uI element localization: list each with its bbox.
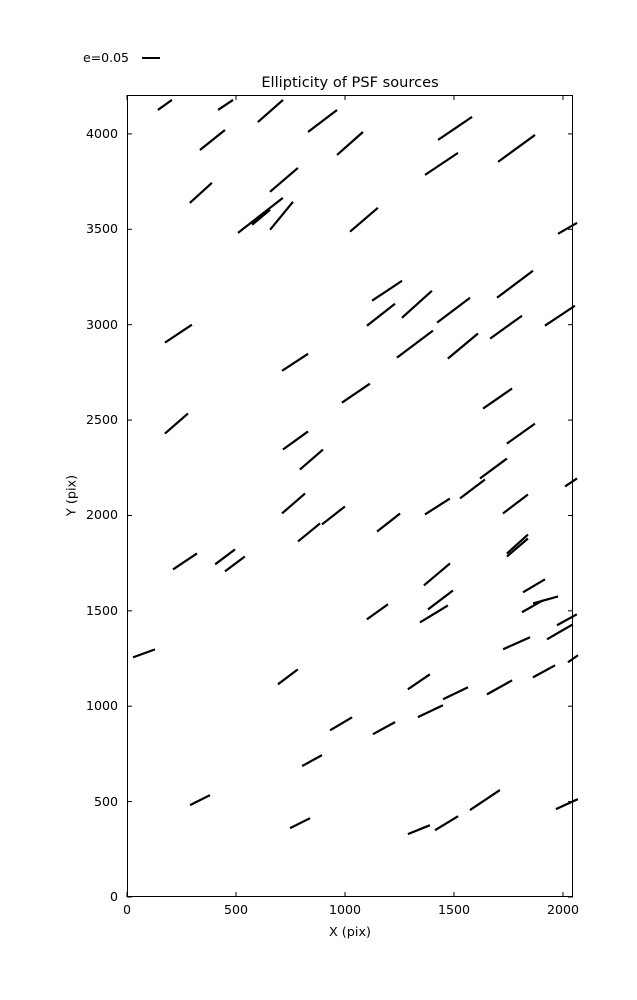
ellipticity-stick: [366, 603, 389, 621]
x-tick-label: 2000: [546, 902, 579, 917]
ellipticity-stick: [336, 131, 364, 156]
ellipticity-stick: [437, 115, 473, 141]
ellipticity-stick: [555, 798, 579, 811]
plot-title: Ellipticity of PSF sources: [261, 74, 439, 91]
ellipticity-stick: [372, 721, 396, 736]
ellipticity-stick: [269, 167, 299, 193]
ellipticity-stick: [506, 422, 536, 445]
y-tick-label: 1500: [85, 602, 118, 618]
ellipticity-stick: [371, 279, 403, 302]
ellipticity-stick: [376, 512, 401, 533]
x-tick-label: 0: [122, 902, 131, 917]
ellipticity-stick: [217, 99, 234, 111]
ellipticity-stick: [189, 181, 213, 204]
legend-stick-sample: [142, 56, 160, 59]
ellipticity-stick: [427, 589, 454, 611]
ellipticity-stick: [214, 548, 236, 566]
ellipticity-stick: [172, 552, 198, 571]
ellipticity-stick: [349, 206, 379, 233]
x-axis-label: X (pix): [328, 925, 372, 940]
ellipticity-stick: [496, 269, 534, 299]
ellipticity-stick: [224, 555, 246, 573]
ellipticity-stick: [281, 492, 306, 515]
ellipticity-stick: [486, 679, 513, 696]
ellipticity-stick: [417, 704, 444, 719]
ellipticity-stick: [479, 457, 508, 480]
ellipticity-stick: [502, 493, 529, 515]
ellipticity-stick: [424, 151, 459, 176]
ellipticity-stick: [489, 314, 523, 340]
ellipticity-stick: [307, 109, 338, 133]
ellipticity-stick: [532, 595, 559, 605]
ellipticity-stick: [423, 562, 451, 587]
ellipticity-stick: [546, 623, 574, 641]
ellipticity-stick: [237, 197, 284, 234]
ellipticity-stick: [434, 815, 459, 832]
x-tick-label: 1500: [437, 902, 470, 917]
ellipticity-stick: [506, 537, 529, 558]
ellipticity-stick: [522, 578, 546, 594]
ellipticity-stick: [564, 477, 578, 488]
ellipticity-stick: [282, 430, 309, 451]
ellipticity-stick: [321, 505, 346, 526]
ellipticity-stick: [301, 754, 323, 768]
ellipticity-stick: [497, 134, 536, 163]
ellipticity-stick: [557, 221, 578, 235]
ellipticity-stick: [189, 794, 211, 807]
ellipticity-stick: [506, 533, 529, 555]
ellipticity-stick: [199, 129, 226, 151]
ellipticity-stick: [502, 636, 531, 651]
ellipticity-stick: [277, 668, 299, 686]
ellipticity-stick: [447, 332, 479, 360]
x-tick-label: 500: [223, 902, 248, 917]
ellipticity-stick: [269, 201, 294, 231]
legend-label: e=0.05: [83, 50, 129, 65]
ellipticity-stick: [396, 329, 434, 359]
ellipticity-stick: [257, 99, 284, 123]
ellipticity-stick: [567, 654, 579, 664]
y-tick-label: 4000: [85, 125, 118, 141]
ellipticity-stick: [442, 686, 469, 701]
ellipticity-stick: [544, 304, 576, 327]
ellipticity-stick: [251, 208, 271, 226]
ellipticity-stick: [521, 599, 544, 614]
ellipticity-stick: [407, 824, 431, 836]
ellipticity-stick: [164, 323, 193, 344]
ellipticity-stick: [329, 716, 353, 732]
ellipticity-stick: [157, 99, 173, 111]
y-tick-label: 500: [93, 793, 118, 809]
ellipticity-stick: [341, 382, 371, 404]
ellipticity-stick: [132, 648, 156, 659]
y-tick-label: 2000: [85, 507, 118, 523]
ellipticity-stick: [532, 664, 556, 679]
y-tick-label: 3500: [85, 221, 118, 237]
ellipticity-stick: [164, 412, 189, 435]
ellipticity-stick: [297, 522, 321, 543]
ellipticity-stick: [289, 817, 311, 830]
ellipticity-stick: [407, 673, 431, 691]
y-axis-label: Y (pix): [64, 474, 80, 517]
y-tick-label: 3000: [85, 316, 118, 332]
y-tick-label: 2500: [85, 412, 118, 428]
ellipticity-stick: [469, 789, 501, 811]
ellipticity-stick: [556, 613, 578, 627]
ellipticity-stick: [459, 478, 486, 500]
ellipticity-stick: [424, 497, 451, 516]
ellipticity-stick: [299, 448, 324, 471]
plot-area: [127, 95, 573, 897]
ellipticity-stick: [436, 296, 471, 324]
ellipticity-stick: [482, 387, 513, 410]
ellipticity-stick: [419, 604, 449, 624]
y-tick-label: 0: [109, 889, 118, 904]
x-tick-label: 1000: [328, 902, 362, 917]
legend: e=0.05: [83, 50, 160, 65]
y-tick-label: 1000: [85, 698, 118, 714]
ellipticity-stick: [281, 352, 309, 372]
ellipticity-stick: [366, 302, 396, 327]
ellipticity-stick: [401, 289, 433, 319]
